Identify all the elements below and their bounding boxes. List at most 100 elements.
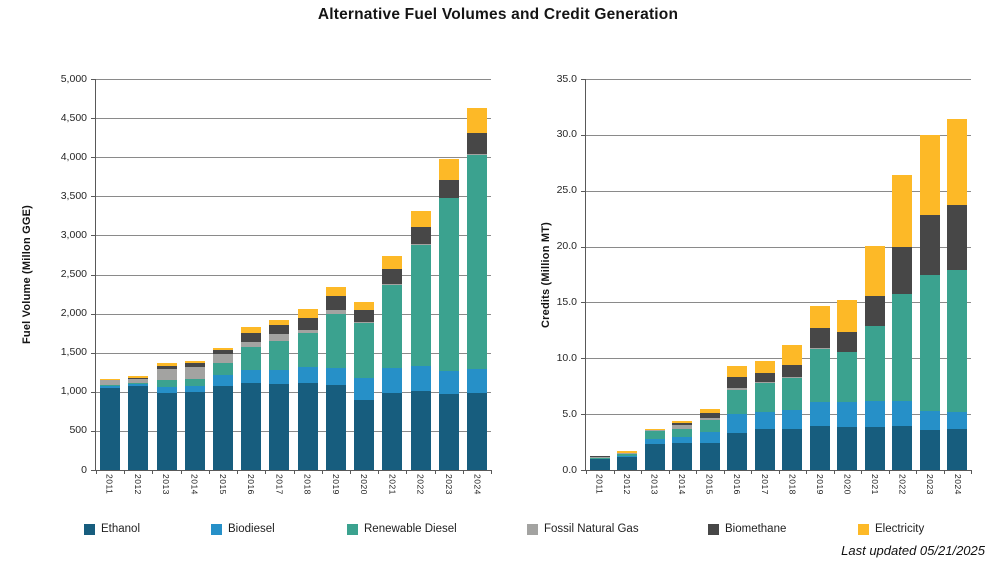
bar-segment-biomethane-2020	[354, 309, 375, 323]
left-x-axis-labels: 2011 2012 2013 2014 2015 2016 2017 2018 2019 2020…	[95, 474, 491, 510]
bar-segment-fossil-natural-gas-2017	[269, 333, 290, 342]
last-updated-note: Last updated 05/21/2025	[841, 543, 985, 558]
bar-segment-ethanol-2015	[212, 385, 233, 470]
bar-segment-fossil-natural-gas-2019	[809, 348, 830, 350]
bar-segment-electricity-2017	[269, 319, 290, 326]
stacked-bar-2023	[919, 134, 940, 470]
legend-label: Biodiesel	[228, 523, 275, 535]
y-tick-label: 500	[69, 424, 87, 437]
left-bars	[96, 79, 491, 470]
right-x-axis-labels: 2011 2012 2013 2014 2015 2016 2017 2018 2019 2020…	[585, 474, 971, 510]
y-tick-label: 4,500	[60, 111, 87, 124]
bar-segment-electricity-2017	[754, 360, 775, 373]
x-label-slot: 2017	[265, 474, 293, 510]
bar-segment-biodiesel-2014	[184, 385, 205, 392]
bar-segment-ethanol-2015	[699, 443, 720, 470]
bar-segment-renewable-diesel-2016	[727, 390, 748, 415]
y-tick-label: 2,500	[60, 268, 87, 280]
y-tick-label: 5,000	[60, 72, 87, 85]
stacked-bar-2019	[325, 286, 346, 470]
gridline	[586, 358, 971, 360]
bar-segment-ethanol-2013	[644, 444, 665, 470]
bar-segment-ethanol-2014	[672, 443, 693, 470]
bar-segment-electricity-2018	[782, 344, 803, 366]
y-tick-mark	[581, 134, 585, 136]
bar-segment-biodiesel-2011	[589, 458, 610, 460]
bar-slot-2014	[181, 79, 209, 470]
x-tick-mark	[152, 470, 154, 474]
stacked-bar-2018	[782, 344, 803, 470]
bar-segment-renewable-diesel-2011	[589, 458, 610, 459]
bar-segment-biodiesel-2018	[782, 410, 803, 430]
y-tick-mark	[91, 313, 95, 315]
bar-segment-biomethane-2021	[864, 295, 885, 326]
bar-segment-biomethane-2017	[269, 325, 290, 334]
bar-segment-fossil-natural-gas-2016	[727, 388, 748, 391]
bar-segment-renewable-diesel-2016	[241, 346, 262, 370]
x-tick-mark	[208, 470, 210, 474]
bar-segment-electricity-2013	[644, 428, 665, 430]
right-bars	[586, 79, 971, 470]
bar-segment-biodiesel-2013	[644, 438, 665, 445]
x-tick-label-2022: 2022	[897, 474, 908, 495]
bar-segment-renewable-diesel-2021	[864, 326, 885, 401]
legend-swatch-biomethane	[708, 523, 719, 535]
y-tick-label: 20.0	[556, 240, 577, 253]
bar-slot-2012	[124, 79, 152, 470]
bar-slot-2018	[779, 79, 807, 470]
bar-segment-biodiesel-2012	[128, 383, 149, 386]
x-tick-label-2012: 2012	[132, 474, 143, 495]
y-tick-mark	[581, 246, 585, 248]
gridline	[96, 118, 491, 120]
bar-slot-2022	[889, 79, 917, 470]
bar-segment-biomethane-2015	[212, 350, 233, 354]
bar-segment-biomethane-2013	[644, 429, 665, 431]
y-tick-mark	[91, 118, 95, 120]
x-tick-label-2016: 2016	[246, 474, 257, 495]
legend-item-electricity: Electricity	[858, 521, 924, 537]
bar-slot-2021	[378, 79, 406, 470]
left-gridlines	[96, 79, 491, 470]
y-tick-label: 30.0	[556, 128, 577, 141]
bar-segment-biomethane-2021	[382, 269, 403, 285]
stacked-bar-2014	[672, 420, 693, 470]
bar-segment-fossil-natural-gas-2014	[672, 425, 693, 429]
bar-slot-2016	[237, 79, 265, 470]
bar-slot-2015	[696, 79, 724, 470]
stacked-bar-2013	[644, 428, 665, 470]
bar-segment-biodiesel-2023	[438, 371, 459, 395]
bar-segment-fossil-natural-gas-2016	[241, 341, 262, 347]
stacked-bar-2020	[354, 302, 375, 470]
legend-swatch-renewable-diesel	[347, 523, 358, 535]
gridline	[586, 79, 971, 80]
legend-label: Electricity	[875, 523, 925, 535]
bar-segment-biomethane-2016	[241, 332, 262, 342]
bar-segment-renewable-diesel-2013	[644, 431, 665, 439]
bar-slot-2011	[96, 79, 124, 470]
bar-segment-electricity-2024	[466, 107, 487, 134]
y-tick-mark	[581, 79, 585, 80]
x-tick-mark	[971, 470, 972, 474]
gridline	[96, 157, 491, 159]
bar-segment-biodiesel-2019	[325, 367, 346, 386]
legend-swatch-fossil-natural-gas	[527, 523, 538, 535]
x-label-slot: 2014	[180, 474, 208, 510]
bar-segment-renewable-diesel-2021	[382, 285, 403, 369]
stacked-bar-2013	[156, 363, 177, 470]
x-label-slot: 2017	[750, 474, 778, 510]
bar-segment-fossil-natural-gas-2023	[919, 274, 940, 276]
bar-segment-renewable-diesel-2020	[837, 352, 858, 402]
bar-slot-2018	[294, 79, 322, 470]
bar-slot-2021	[861, 79, 889, 470]
x-label-slot: 2018	[293, 474, 321, 510]
x-tick-label-2020: 2020	[359, 474, 370, 495]
y-tick-label: 0.0	[562, 463, 577, 476]
bar-segment-biodiesel-2016	[727, 414, 748, 433]
x-tick-mark	[96, 470, 97, 474]
bar-slot-2019	[806, 79, 834, 470]
bar-segment-biomethane-2014	[672, 423, 693, 426]
bar-segment-biomethane-2024	[947, 204, 968, 270]
bar-segment-renewable-diesel-2011	[100, 385, 121, 386]
x-tick-mark	[943, 470, 945, 474]
